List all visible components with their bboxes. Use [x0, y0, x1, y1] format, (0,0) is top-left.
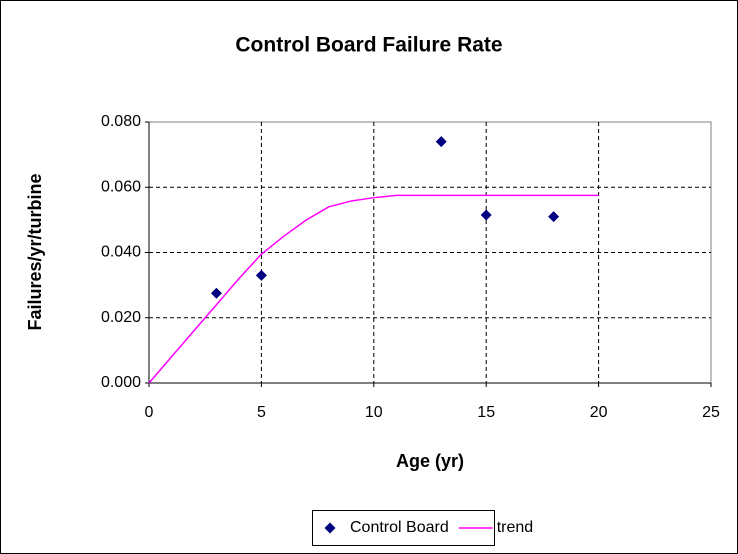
legend-label: trend [497, 519, 533, 536]
point [435, 136, 447, 148]
x-tick-label: 10 [365, 404, 383, 421]
y-tick-label: 0.040 [101, 244, 141, 261]
point [210, 287, 222, 299]
legend-swatch [324, 522, 336, 534]
x-tick-label: 25 [702, 404, 720, 421]
x-tick-label: 15 [477, 404, 495, 421]
legend-label: Control Board [350, 519, 449, 536]
x-tick-label: 20 [590, 404, 608, 421]
point [548, 211, 560, 223]
y-tick-label: 0.000 [101, 374, 141, 391]
y-axis-label: Failures/yr/turbine [25, 173, 45, 330]
chart-title: Control Board Failure Rate [235, 34, 502, 57]
y-tick-label: 0.060 [101, 178, 141, 195]
x-axis-label: Age (yr) [396, 451, 464, 471]
y-tick-label: 0.020 [101, 309, 141, 326]
point [480, 209, 492, 221]
x-tick-label: 5 [257, 404, 266, 421]
point [255, 269, 267, 281]
trend-line [148, 194, 599, 384]
y-tick-label: 0.080 [101, 113, 141, 130]
x-tick-label: 0 [145, 404, 154, 421]
